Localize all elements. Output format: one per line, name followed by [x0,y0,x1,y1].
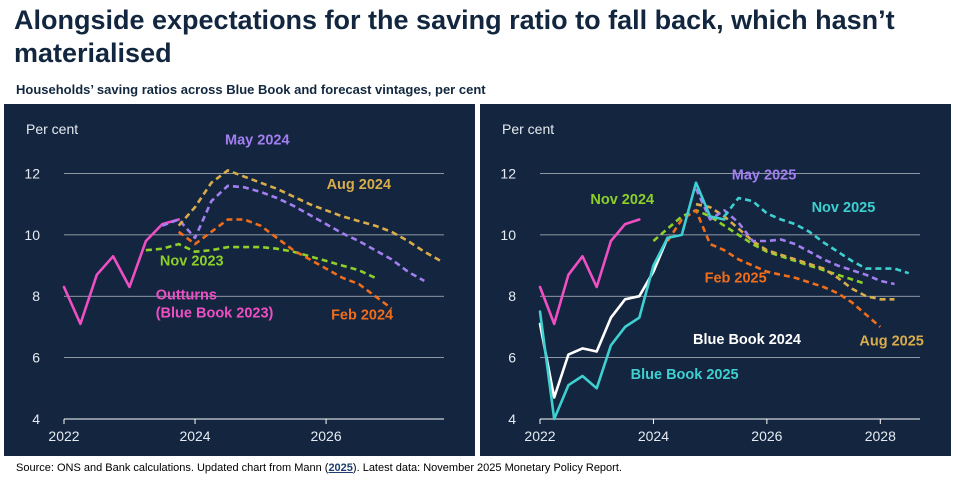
x-tick-label: 2024 [638,428,669,444]
source-prefix: Source: ONS and Bank calculations. Updat… [16,462,329,474]
series-line-nov-2023 [145,242,376,279]
series-label-blue-book-2025: Blue Book 2025 [631,367,739,383]
series-line-aug-2024 [177,169,442,263]
y-axis-label: Per cent [26,121,78,137]
y-tick-label: 12 [24,165,40,181]
series-line-outturns [538,218,641,326]
series-label-aug-2025: Aug 2025 [859,333,923,349]
y-axis-label: Per cent [502,121,554,137]
series-label-outturns-blue-book-2023: Outturns (Blue Book 2023) [156,287,274,321]
x-tick-label: 2026 [310,428,341,444]
y-tick-label: 4 [508,411,516,427]
source-suffix: ). Latest data: November 2025 Monetary P… [352,462,622,474]
series-label-nov-2024: Nov 2024 [590,192,654,208]
left-line-chart: Per cent 4 6 8 10 12 2022 2024 2026 Outturns (Blue… [24,121,444,444]
y-tick-label: 6 [32,350,40,366]
x-tick-label: 2022 [524,428,555,444]
series-line-outturns-blue-book-2023 [62,218,180,326]
y-tick-label: 4 [32,411,40,427]
series-label-may-2024: May 2024 [225,132,290,148]
series-label-nov-2023: Nov 2023 [160,254,224,270]
right-line-chart: Per cent 4 6 8 10 12 2022 2024 2026 2028 Nov 2024 F… [500,121,923,444]
x-tick-label: 2022 [48,428,79,444]
series-label-aug-2024: Aug 2024 [327,177,391,193]
y-tick-label: 8 [508,288,516,304]
series-line-aug-2025 [695,202,895,301]
left-chart-panel: Per cent 4 6 8 10 12 2022 2024 2026 Outturns (Blue… [4,104,475,456]
series-line-blue-book-2024 [538,236,669,399]
source-link[interactable]: 2025 [328,462,353,474]
series-line-nov-2025 [723,196,910,275]
x-tick-label: 2024 [179,428,210,444]
y-tick-label: 8 [32,288,40,304]
series-label-nov-2025: Nov 2025 [812,200,876,216]
y-tick-label: 12 [500,165,516,181]
series-label-may-2025: May 2025 [732,168,797,184]
right-chart-panel: Per cent 4 6 8 10 12 2022 2024 2026 2028 Nov 2024 F… [480,104,951,456]
series-line-feb-2025 [666,209,882,328]
page-title: Alongside expectations for the saving ra… [14,5,895,68]
series-label-feb-2025: Feb 2025 [705,270,767,286]
series-label-feb-2024: Feb 2024 [331,307,393,323]
series-line-may-2024 [161,184,425,283]
series-line-blue-book-2025 [538,181,726,421]
y-tick-label: 6 [508,350,516,366]
y-tick-label: 10 [500,227,516,243]
x-tick-label: 2026 [751,428,782,444]
chart-subtitle: Households’ saving ratios across Blue Bo… [16,82,486,97]
series-label-blue-book-2024: Blue Book 2024 [693,332,801,348]
x-tick-label: 2028 [865,428,896,444]
y-tick-label: 10 [24,227,40,243]
source-note: Source: ONS and Bank calculations. Updat… [16,462,622,474]
series-line-feb-2024 [177,218,393,310]
